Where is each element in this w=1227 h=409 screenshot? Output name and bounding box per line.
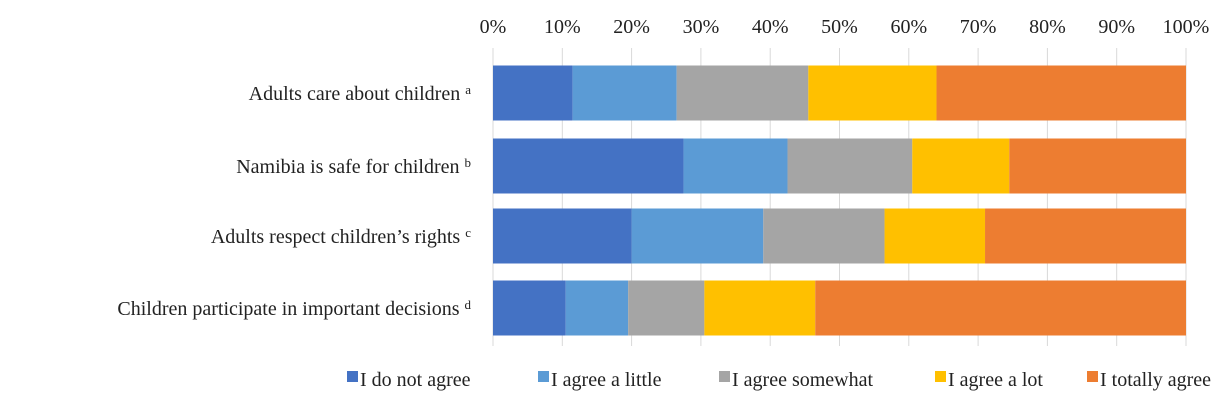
bar-segment-4-1 (493, 280, 566, 336)
legend-label: I do not agree (360, 369, 471, 391)
bar-segment-3-5 (985, 208, 1186, 264)
bar-segment-1-2 (572, 65, 677, 121)
category-footnote-marker: a (465, 82, 471, 97)
x-tick-label: 60% (890, 16, 927, 38)
bar-segment-1-3 (676, 65, 809, 121)
legend-swatch (719, 371, 730, 382)
legend-swatch (538, 371, 549, 382)
bar-segment-2-2 (683, 138, 788, 194)
bar-segment-2-1 (493, 138, 684, 194)
bar-segment-4-5 (815, 280, 1186, 336)
bars (493, 65, 1186, 336)
legend-swatch (1087, 371, 1098, 382)
x-tick-label: 50% (821, 16, 858, 38)
category-label-text: Adults respect children’s rights (211, 226, 465, 248)
bar-segment-1-1 (493, 65, 573, 121)
bar-segment-1-5 (936, 65, 1186, 121)
x-tick-label: 40% (752, 16, 789, 38)
legend: I do not agree I agree a little I agree so… (347, 369, 1211, 391)
x-tick-label: 0% (480, 16, 507, 38)
category-footnote-marker: b (465, 155, 472, 170)
legend-swatch (935, 371, 946, 382)
legend-swatch (347, 371, 358, 382)
category-label: Adults care about children a (249, 82, 472, 105)
category-label-text: Children participate in important decisi… (117, 298, 464, 320)
category-label-text: Namibia is safe for children (236, 156, 464, 178)
bar-segment-4-4 (704, 280, 816, 336)
bar-segment-2-5 (1009, 138, 1186, 194)
bar-segment-1-4 (808, 65, 937, 121)
x-tick-label: 20% (613, 16, 650, 38)
x-tick-label: 10% (544, 16, 581, 38)
x-axis-tick-labels: 0% 10% 20% 30% 40% 50% 60% 70% 80% 90% 100% (480, 16, 1210, 38)
bar-segment-3-4 (884, 208, 986, 264)
bar-segment-2-3 (787, 138, 913, 194)
category-footnote-marker: c (465, 225, 471, 240)
category-label: Namibia is safe for children b (236, 155, 471, 178)
category-labels: Adults care about children a Namibia is s… (117, 82, 471, 320)
bar-segment-4-3 (628, 280, 705, 336)
bar-segment-3-3 (763, 208, 885, 264)
x-tick-label: 70% (960, 16, 997, 38)
legend-label: I agree a little (551, 369, 662, 391)
bar-segment-3-1 (493, 208, 632, 264)
category-footnote-marker: d (465, 297, 472, 312)
legend-label: I totally agree (1100, 369, 1211, 391)
x-tick-label: 90% (1098, 16, 1135, 38)
x-tick-label: 30% (683, 16, 720, 38)
x-tick-label: 80% (1029, 16, 1066, 38)
category-label-text: Adults care about children (249, 83, 466, 105)
bar-segment-3-2 (631, 208, 764, 264)
category-label: Adults respect children’s rights c (211, 225, 471, 248)
legend-label: I agree somewhat (732, 369, 873, 391)
bar-segment-4-2 (565, 280, 629, 336)
bar-segment-2-4 (912, 138, 1010, 194)
legend-label: I agree a lot (948, 369, 1043, 391)
category-label: Children participate in important decisi… (117, 297, 471, 320)
x-tick-label: 100% (1163, 16, 1210, 38)
